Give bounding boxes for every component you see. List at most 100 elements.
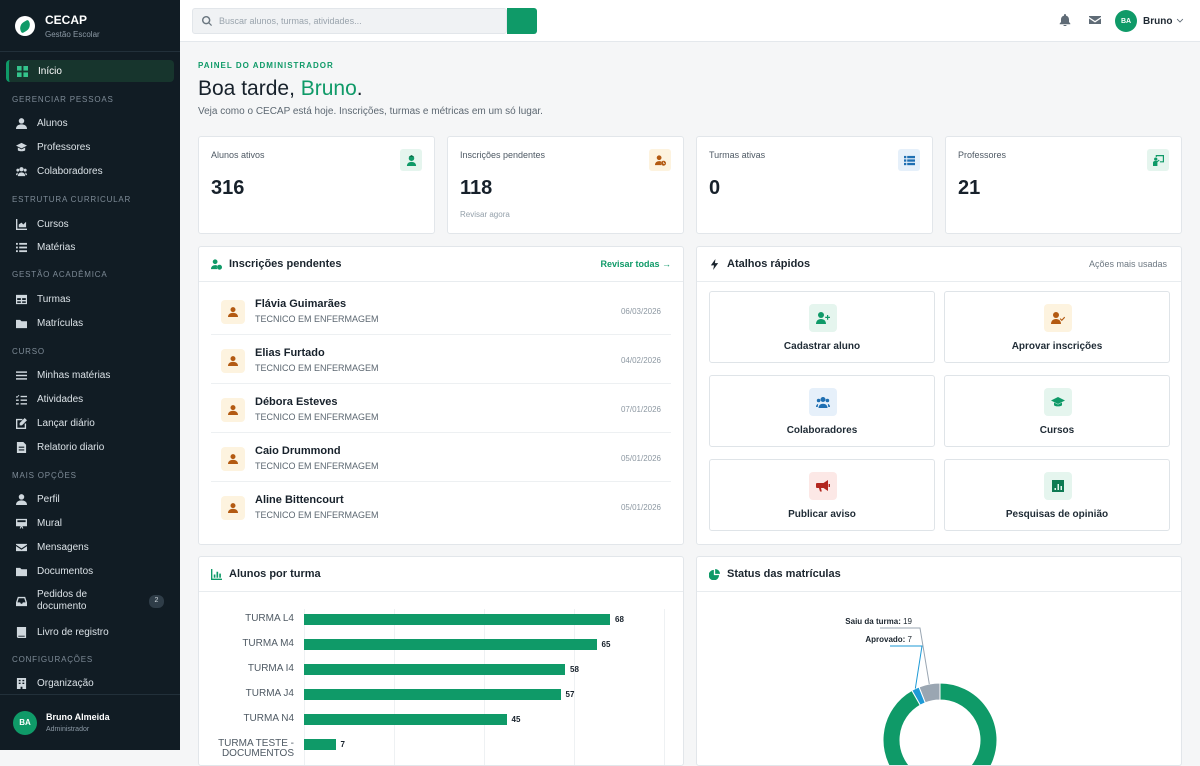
- enrollment-status-card: Status das matrículas Saiu da turma: 19 A…: [696, 556, 1182, 766]
- shortcut-publicar-aviso[interactable]: Publicar aviso: [709, 459, 935, 531]
- shortcut-colaboradores[interactable]: Colaboradores: [709, 375, 935, 447]
- applicant-date: 07/01/2026: [620, 405, 661, 414]
- sidebar-item-pedidos-de-documento[interactable]: Pedidos de documento 2: [6, 584, 174, 618]
- bar-category-label: TURMA TESTE - DOCUMENTOS: [218, 738, 294, 759]
- shortcut-cursos[interactable]: Cursos: [944, 375, 1170, 447]
- stat-card-alunos-ativos[interactable]: Alunos ativos 316: [198, 136, 435, 234]
- bar[interactable]: [304, 639, 597, 650]
- list-item[interactable]: Débora Esteves TECNICO EM ENFERMAGEM 07/…: [211, 389, 671, 433]
- sidebar-item-atividades[interactable]: Atividades: [6, 388, 174, 410]
- graduation-cap-icon: [1044, 388, 1072, 416]
- sidebar-item-turmas[interactable]: Turmas: [6, 288, 174, 310]
- sidebar-item-label: Cursos: [37, 218, 69, 230]
- sidebar-item-label: Matrículas: [37, 317, 84, 329]
- review-all-link[interactable]: Revisar todas →: [600, 259, 671, 269]
- list-item[interactable]: Elias Furtado TECNICO EM ENFERMAGEM 04/0…: [211, 340, 671, 384]
- teacher-icon: [1147, 149, 1169, 171]
- chevron-down-icon: [1177, 18, 1184, 23]
- sidebar-item-label: Organização: [37, 677, 94, 689]
- sidebar-item-materias[interactable]: Matérias: [6, 236, 174, 258]
- sidebar-item-relatorio-diario[interactable]: Relatorio diario: [6, 436, 174, 458]
- list-item[interactable]: Flávia Guimarães TECNICO EM ENFERMAGEM 0…: [211, 291, 671, 335]
- sidebar-item-matriculas[interactable]: Matrículas: [6, 312, 174, 334]
- sidebar-item-label: Livro de registro: [37, 626, 109, 638]
- bar-chart-icon: [211, 568, 222, 580]
- applicant-name: Aline Bittencourt: [255, 494, 344, 506]
- card-title: Alunos por turma: [229, 568, 321, 580]
- pending-enrollments-card: Inscrições pendentes Revisar todas → Flá…: [198, 246, 684, 545]
- donut-slice[interactable]: [882, 682, 998, 766]
- sidebar-user[interactable]: BA Bruno Almeida Administrador: [0, 694, 180, 750]
- applicant-course: TECNICO EM ENFERMAGEM: [255, 461, 379, 471]
- students-per-class-card: Alunos por turma TURMA L4 68 TURMA M4 65 TUR…: [198, 556, 684, 766]
- sidebar-item-livro-de-registro[interactable]: Livro de registro: [6, 621, 174, 643]
- list-icon: [898, 149, 920, 171]
- count-badge: 2: [149, 594, 164, 608]
- stat-label: Alunos ativos: [211, 150, 265, 160]
- page-title: Boa tarde, Bruno.: [198, 77, 363, 101]
- bar-category-label: TURMA I4: [247, 663, 294, 674]
- bar[interactable]: [304, 664, 565, 675]
- applicant-course: TECNICO EM ENFERMAGEM: [255, 363, 379, 373]
- user-menu[interactable]: BA Bruno: [1115, 10, 1184, 32]
- stat-card-inscricoes-pendentes[interactable]: Inscrições pendentes 118 Revisar agora: [447, 136, 684, 234]
- bar[interactable]: [304, 739, 336, 750]
- applicant-name: Débora Esteves: [255, 396, 338, 408]
- bell-icon[interactable]: [1059, 14, 1071, 26]
- avatar: BA: [13, 710, 37, 735]
- stat-sub[interactable]: Revisar agora: [460, 210, 510, 219]
- card-title: Inscrições pendentes: [229, 258, 342, 270]
- sidebar-item-colaboradores[interactable]: Colaboradores: [6, 160, 174, 182]
- chart-icon: [16, 218, 27, 230]
- sidebar-item-label: Colaboradores: [37, 165, 103, 177]
- shortcut-aprovar-inscricoes[interactable]: Aprovar inscrições: [944, 291, 1170, 363]
- grid-line: [304, 609, 305, 765]
- stat-card-professores[interactable]: Professores 21: [945, 136, 1182, 234]
- bar[interactable]: [304, 714, 507, 725]
- sidebar-item-mensagens[interactable]: Mensagens: [6, 536, 174, 558]
- user-icon: [221, 496, 245, 520]
- shortcut-pesquisas-de-opiniao[interactable]: Pesquisas de opinião: [944, 459, 1170, 531]
- nav-section-estrutura-curricular: Estrutura curricular: [12, 195, 132, 204]
- pie-chart-icon: [709, 568, 720, 580]
- stat-card-turmas-ativas[interactable]: Turmas ativas 0: [696, 136, 933, 234]
- shortcut-label: Pesquisas de opinião: [1005, 509, 1109, 520]
- list-item[interactable]: Caio Drummond TECNICO EM ENFERMAGEM 05/0…: [211, 438, 671, 482]
- sidebar-item-minhas-materias[interactable]: Minhas matérias: [6, 364, 174, 386]
- sidebar-item-alunos[interactable]: Alunos: [6, 112, 174, 134]
- grid-line: [664, 609, 665, 765]
- student-icon: [400, 149, 422, 171]
- card-header: Status das matrículas: [697, 557, 1181, 592]
- grid-icon: [17, 65, 28, 77]
- sidebar-item-label: Atividades: [37, 393, 84, 405]
- applicant-course: TECNICO EM ENFERMAGEM: [255, 510, 379, 520]
- applicant-date: 05/01/2026: [620, 454, 661, 463]
- sidebar-item-lancar-diario[interactable]: Lançar diário: [6, 412, 174, 434]
- shortcut-cadastrar-aluno[interactable]: Cadastrar aluno: [709, 291, 935, 363]
- brand[interactable]: CECAP Gestão Escolar: [0, 0, 180, 52]
- sidebar-item-documentos[interactable]: Documentos: [6, 560, 174, 582]
- shortcut-label: Publicar aviso: [788, 509, 856, 520]
- sidebar-item-perfil[interactable]: Perfil: [6, 488, 174, 510]
- bar[interactable]: [304, 614, 610, 625]
- search-button[interactable]: [507, 8, 537, 34]
- sidebar-item-label: Perfil: [37, 493, 60, 505]
- brand-title: CECAP: [45, 12, 88, 27]
- grid-line: [394, 609, 395, 765]
- sidebar-item-cursos[interactable]: Cursos: [6, 213, 174, 235]
- sidebar-item-inicio[interactable]: Início: [6, 60, 174, 82]
- user-icon: [221, 447, 245, 471]
- envelope-icon[interactable]: [1089, 14, 1101, 26]
- list-item[interactable]: Aline Bittencourt TECNICO EM ENFERMAGEM …: [211, 487, 671, 531]
- sidebar-item-label: Início: [38, 65, 62, 77]
- sidebar-item-mural[interactable]: Mural: [6, 512, 174, 534]
- page-subtitle: Veja como o CECAP está hoje. Inscrições,…: [198, 106, 543, 117]
- bar-category-label: TURMA J4: [245, 688, 294, 699]
- search-input[interactable]: [193, 9, 473, 33]
- sidebar-item-professores[interactable]: Professores: [6, 136, 174, 158]
- stat-value: 21: [958, 177, 981, 199]
- stat-value: 316: [211, 177, 245, 199]
- user-icon: [16, 493, 27, 505]
- bar[interactable]: [304, 689, 561, 700]
- sidebar-item-organizacao[interactable]: Organização: [6, 672, 174, 694]
